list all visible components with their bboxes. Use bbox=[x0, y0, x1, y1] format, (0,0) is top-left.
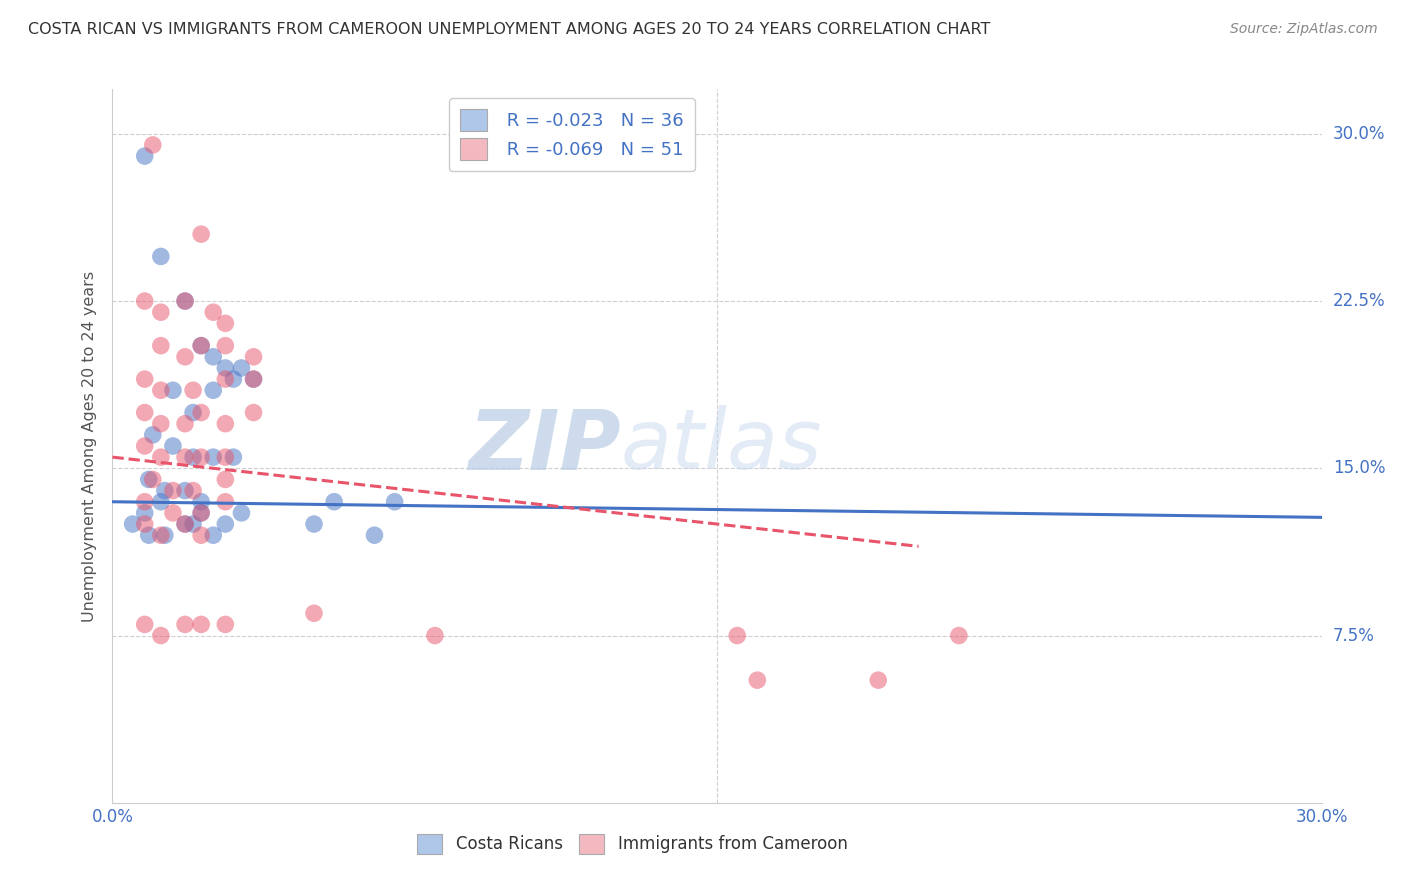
Point bbox=[121, 517, 143, 532]
Point bbox=[181, 517, 204, 532]
Point bbox=[174, 517, 197, 532]
Point bbox=[162, 439, 184, 453]
Point bbox=[214, 617, 236, 632]
Point bbox=[214, 517, 236, 532]
Point bbox=[174, 293, 197, 308]
Point bbox=[423, 628, 446, 642]
Point bbox=[181, 405, 204, 420]
Point bbox=[242, 350, 264, 364]
Point bbox=[214, 494, 236, 508]
Point bbox=[231, 360, 253, 375]
Point bbox=[190, 528, 212, 542]
Point bbox=[214, 417, 236, 431]
Text: COSTA RICAN VS IMMIGRANTS FROM CAMEROON UNEMPLOYMENT AMONG AGES 20 TO 24 YEARS C: COSTA RICAN VS IMMIGRANTS FROM CAMEROON … bbox=[28, 22, 990, 37]
Point bbox=[214, 360, 236, 375]
Point bbox=[174, 517, 197, 532]
Text: Source: ZipAtlas.com: Source: ZipAtlas.com bbox=[1230, 22, 1378, 37]
Point bbox=[202, 305, 225, 319]
Point bbox=[174, 617, 197, 632]
Point bbox=[134, 494, 156, 508]
Point bbox=[142, 138, 165, 153]
Point bbox=[242, 372, 264, 386]
Point bbox=[174, 350, 197, 364]
Point bbox=[868, 673, 890, 687]
Point bbox=[134, 439, 156, 453]
Point bbox=[214, 317, 236, 331]
Point bbox=[323, 494, 346, 508]
Point bbox=[162, 384, 184, 398]
Y-axis label: Unemployment Among Ages 20 to 24 years: Unemployment Among Ages 20 to 24 years bbox=[82, 270, 97, 622]
Point bbox=[190, 494, 212, 508]
Point bbox=[149, 494, 172, 508]
Point bbox=[149, 628, 172, 642]
Point bbox=[138, 473, 160, 487]
Point bbox=[190, 338, 212, 352]
Point bbox=[142, 473, 165, 487]
Point bbox=[302, 607, 325, 621]
Point bbox=[725, 628, 748, 642]
Point bbox=[214, 338, 236, 352]
Point bbox=[190, 405, 212, 420]
Text: 15.0%: 15.0% bbox=[1333, 459, 1385, 477]
Point bbox=[302, 517, 325, 532]
Point bbox=[202, 450, 225, 465]
Point bbox=[363, 528, 385, 542]
Point bbox=[138, 528, 160, 542]
Point bbox=[153, 483, 176, 498]
Point bbox=[190, 506, 212, 520]
Point bbox=[190, 617, 212, 632]
Point bbox=[149, 384, 172, 398]
Point bbox=[222, 450, 245, 465]
Point bbox=[149, 528, 172, 542]
Text: 30.0%: 30.0% bbox=[1333, 125, 1385, 143]
Point bbox=[190, 338, 212, 352]
Point bbox=[134, 405, 156, 420]
Point bbox=[149, 450, 172, 465]
Point bbox=[181, 450, 204, 465]
Point bbox=[242, 405, 264, 420]
Point bbox=[174, 483, 197, 498]
Point bbox=[134, 372, 156, 386]
Point bbox=[181, 384, 204, 398]
Text: 22.5%: 22.5% bbox=[1333, 292, 1385, 310]
Point bbox=[134, 293, 156, 308]
Point bbox=[181, 483, 204, 498]
Point bbox=[149, 417, 172, 431]
Point bbox=[384, 494, 406, 508]
Text: 7.5%: 7.5% bbox=[1333, 626, 1375, 645]
Point bbox=[134, 517, 156, 532]
Point bbox=[149, 305, 172, 319]
Legend: Costa Ricans, Immigrants from Cameroon: Costa Ricans, Immigrants from Cameroon bbox=[406, 822, 859, 866]
Text: ZIP: ZIP bbox=[468, 406, 620, 486]
Point bbox=[134, 149, 156, 163]
Point bbox=[153, 528, 176, 542]
Point bbox=[174, 417, 197, 431]
Point bbox=[231, 506, 253, 520]
Point bbox=[948, 628, 970, 642]
Point bbox=[222, 372, 245, 386]
Point bbox=[202, 528, 225, 542]
Point bbox=[747, 673, 769, 687]
Point bbox=[162, 506, 184, 520]
Point bbox=[242, 372, 264, 386]
Point bbox=[190, 450, 212, 465]
Point bbox=[190, 506, 212, 520]
Point bbox=[142, 427, 165, 442]
Point bbox=[202, 384, 225, 398]
Text: atlas: atlas bbox=[620, 406, 823, 486]
Point bbox=[202, 350, 225, 364]
Point bbox=[149, 249, 172, 264]
Point bbox=[174, 293, 197, 308]
Point bbox=[174, 450, 197, 465]
Point bbox=[214, 372, 236, 386]
Point bbox=[162, 483, 184, 498]
Point bbox=[214, 473, 236, 487]
Point bbox=[214, 450, 236, 465]
Point bbox=[149, 338, 172, 352]
Point bbox=[134, 617, 156, 632]
Point bbox=[134, 506, 156, 520]
Point bbox=[190, 227, 212, 241]
